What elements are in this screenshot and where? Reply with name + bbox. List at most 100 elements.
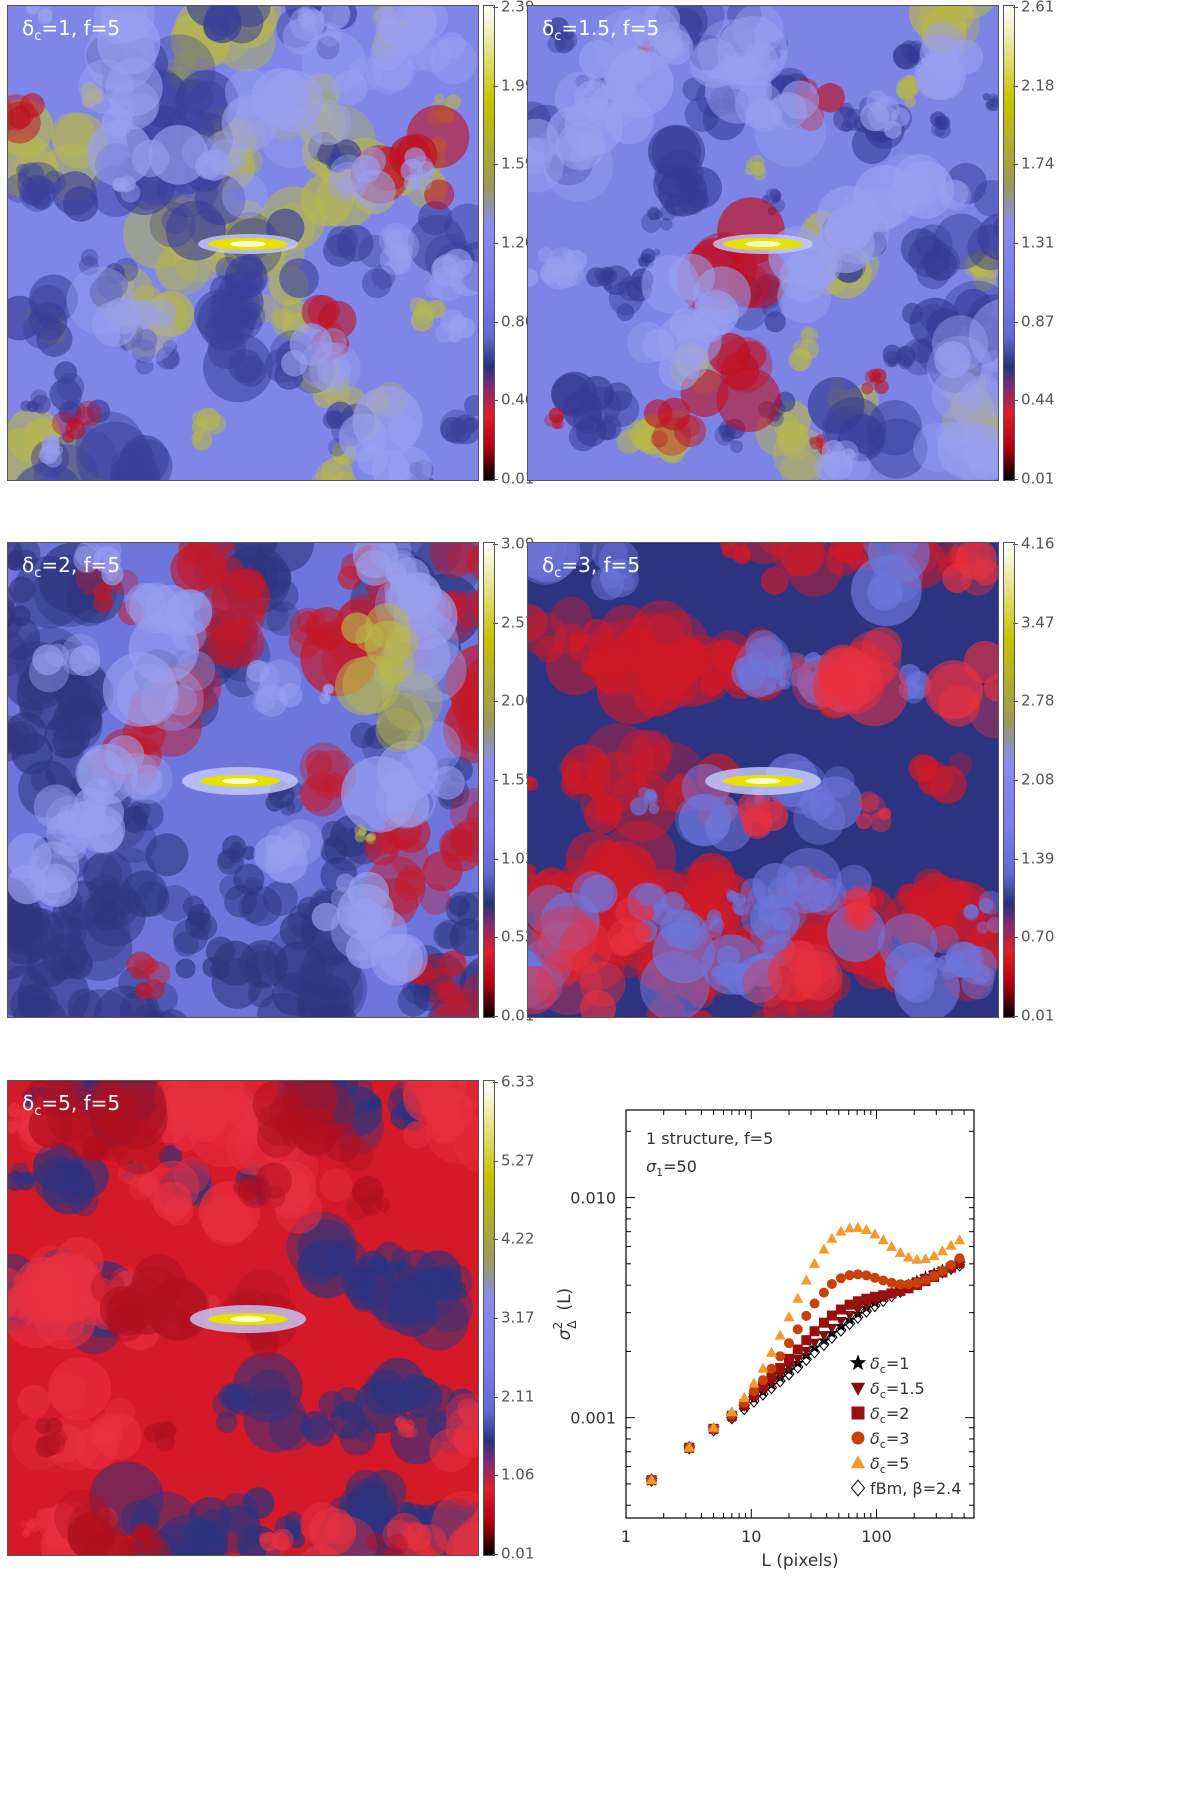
map-texture-blob <box>35 1081 51 1084</box>
map-texture-blob <box>603 382 633 412</box>
map-texture-blob <box>188 1496 232 1540</box>
map-label: δc=3, f=5 <box>542 553 641 581</box>
map-texture-blob <box>362 1469 407 1515</box>
map-texture-blob <box>914 52 962 100</box>
map-texture-blob <box>977 213 998 261</box>
map-texture-blob <box>594 9 661 77</box>
map-texture-blob <box>175 958 196 979</box>
data-point-triangle-up <box>903 1251 915 1262</box>
map-texture-blob <box>934 122 951 139</box>
map-texture-blob <box>569 644 587 662</box>
map-texture-blob <box>165 684 198 716</box>
map-texture-blob <box>814 454 842 480</box>
colorbar-tick-mark <box>1013 1016 1018 1017</box>
colorbar-tick-label: 1.06 <box>501 1465 535 1484</box>
map-texture-blob <box>580 143 598 161</box>
map-texture-blob <box>551 415 559 423</box>
map-texture-blob <box>326 1238 368 1280</box>
map-texture-blob <box>580 787 614 822</box>
map-texture-blob <box>8 295 42 341</box>
map-texture-blob <box>37 911 81 956</box>
map-texture-blob <box>562 28 574 41</box>
map-texture-blob <box>953 380 998 436</box>
map-texture-blob <box>162 339 178 355</box>
map-texture-blob <box>693 657 714 678</box>
map-texture-blob <box>8 630 28 677</box>
map-texture-blob <box>554 264 579 289</box>
map-texture-blob <box>252 691 275 714</box>
map-texture-blob <box>149 201 196 248</box>
map-texture-blob <box>382 227 403 248</box>
map-texture-blob <box>437 1271 455 1290</box>
legend-marker <box>850 1382 866 1396</box>
map-texture-blob <box>828 543 847 559</box>
map-texture-blob <box>273 941 326 994</box>
data-point-circle <box>937 1265 948 1276</box>
map-texture-blob <box>131 1163 146 1178</box>
colorbar-tick-mark <box>1013 622 1018 624</box>
map-texture-blob <box>86 399 111 423</box>
map-texture-blob <box>872 552 923 603</box>
map-texture-blob <box>432 922 460 949</box>
data-point-triangle-up <box>683 1441 695 1452</box>
map-texture-blob <box>701 670 721 690</box>
map-texture-blob <box>807 882 841 916</box>
map-texture-blob <box>300 1410 331 1441</box>
map-texture-blob <box>35 1436 57 1458</box>
map-texture-blob <box>860 102 890 132</box>
colorbar-tick-mark <box>1013 85 1018 87</box>
data-point-triangle-up <box>783 1311 795 1322</box>
map-texture-blob <box>878 807 892 820</box>
map-texture-blob <box>305 750 333 778</box>
map-texture-blob <box>60 399 86 425</box>
map-texture-blob <box>345 1195 371 1221</box>
map-texture-blob <box>579 961 626 1008</box>
data-point-circle <box>809 1298 820 1309</box>
legend-marker <box>851 1406 865 1420</box>
map-texture-blob <box>82 854 122 894</box>
map-texture-blob <box>237 1179 259 1201</box>
map-texture-blob <box>765 682 777 694</box>
map-texture-blob <box>446 1522 478 1555</box>
map-texture-blob <box>440 950 467 977</box>
map-texture-blob <box>796 877 832 913</box>
map-texture-blob <box>660 908 700 949</box>
map-texture-blob <box>281 350 308 377</box>
map-texture-blob <box>376 693 433 750</box>
map-texture-blob <box>813 878 848 912</box>
map-texture-blob <box>147 298 177 328</box>
map-texture-blob <box>203 332 273 403</box>
map-texture-blob <box>833 106 858 132</box>
map-texture-blob <box>819 647 873 700</box>
map-texture-blob <box>337 883 395 941</box>
map-texture-blob <box>584 796 622 834</box>
map-texture-blob <box>396 1420 410 1433</box>
map-texture-blob <box>437 1271 456 1290</box>
map-texture-blob <box>126 951 155 980</box>
map-texture-blob <box>460 963 478 998</box>
map-texture-blob <box>386 549 417 580</box>
data-point-triangle-up <box>826 1232 838 1243</box>
map-texture-blob <box>554 419 565 430</box>
colorbar-tick-mark <box>1013 937 1018 939</box>
map-texture-blob <box>91 301 138 347</box>
legend-marker <box>850 1455 866 1469</box>
map-texture-blob <box>732 893 746 907</box>
colorbar-tick-label: 1.03 <box>501 849 535 868</box>
map-texture-blob <box>446 543 478 574</box>
map-texture-blob <box>930 111 947 128</box>
map-texture-blob <box>404 594 440 630</box>
map-texture-blob <box>397 1249 437 1290</box>
map-texture-blob <box>431 765 465 800</box>
map-texture-blob <box>93 582 113 602</box>
data-point-triangle-down <box>783 1362 795 1373</box>
map-texture-blob <box>385 783 430 828</box>
map-texture-blob <box>887 356 898 367</box>
map-svg <box>8 543 478 1017</box>
map-texture-blob <box>66 266 135 335</box>
colorbar-tick-mark <box>493 1396 498 1398</box>
map-texture-blob <box>135 356 154 375</box>
map-texture-blob <box>311 902 341 932</box>
map-texture-blob <box>112 177 127 192</box>
map-texture-blob <box>988 98 998 112</box>
